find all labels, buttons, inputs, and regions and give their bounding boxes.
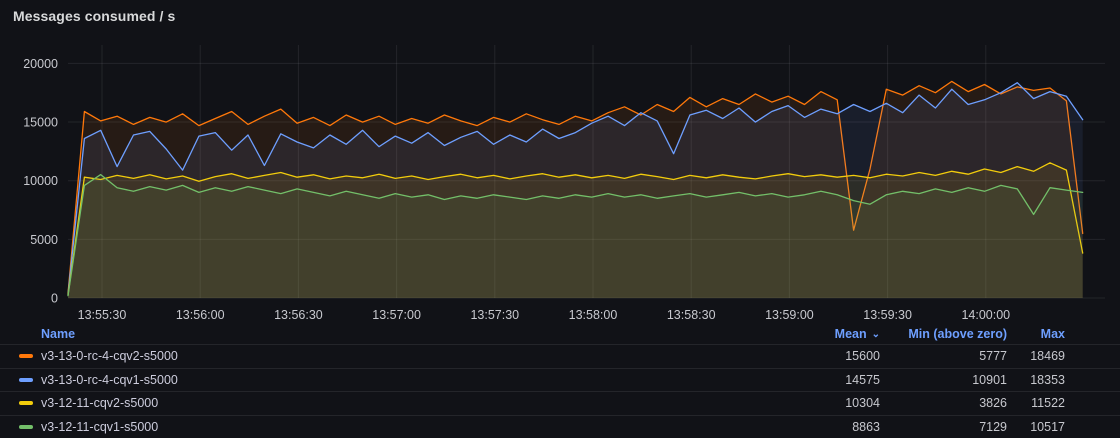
legend-header-mean[interactable]: Mean ⌄ <box>790 327 880 341</box>
x-tick-label: 13:55:30 <box>78 308 127 322</box>
x-tick-label: 13:56:30 <box>274 308 323 322</box>
legend-header-max[interactable]: Max <box>1007 327 1065 341</box>
x-tick-label: 13:58:30 <box>667 308 716 322</box>
series-name: v3-12-11-cqv2-s5000 <box>41 396 159 411</box>
x-tick-label: 13:57:30 <box>470 308 519 322</box>
legend-series-toggle[interactable]: v3-12-11-cqv2-s5000 <box>19 396 158 410</box>
legend-header-name-label: Name <box>41 327 76 341</box>
y-tick-label: 0 <box>51 292 58 306</box>
series-area <box>68 162 1083 298</box>
series-min-value: 7129 <box>979 419 1007 434</box>
series-area <box>68 82 1083 298</box>
y-tick-label: 20000 <box>23 57 58 71</box>
legend-header-max-label: Max <box>1040 327 1065 341</box>
series-line <box>67 162 1084 296</box>
x-tick-label: 13:56:00 <box>176 308 225 322</box>
series-min-value: 10901 <box>972 372 1007 387</box>
series-max-value: 18353 <box>1030 372 1065 387</box>
x-tick-label: 13:58:00 <box>569 308 618 322</box>
legend-series-toggle[interactable]: v3-12-11-cqv1-s5000 <box>19 420 158 434</box>
x-tick-label: 14:00:00 <box>961 308 1010 322</box>
y-tick-label: 10000 <box>23 174 58 188</box>
legend-table: Name Mean ⌄ Min (above zero) Max v3-13-0-… <box>0 324 1120 438</box>
legend-row: v3-12-11-cqv2-s5000 10304 3826 11522 <box>0 391 1120 415</box>
x-tick-label: 13:59:30 <box>863 308 912 322</box>
legend-row: v3-13-0-rc-4-cqv1-s5000 14575 10901 1835… <box>0 367 1120 392</box>
x-tick-label: 13:57:00 <box>372 308 421 322</box>
series-color-swatch <box>19 401 33 406</box>
series-line <box>67 173 1084 297</box>
series-area <box>68 174 1083 298</box>
series-color-swatch <box>19 354 33 359</box>
panel-title[interactable]: Messages consumed / s <box>13 8 176 24</box>
legend-row: v3-12-11-cqv1-s5000 8863 7129 10517 <box>0 414 1120 438</box>
legend-header-min[interactable]: Min (above zero) <box>880 327 1007 341</box>
legend-header-min-label: Min (above zero) <box>908 327 1007 341</box>
time-series-chart[interactable]: 0 5000 10000 15000 20000 13:55:30 13:56:00 13:5… <box>0 40 1120 324</box>
series-name: v3-13-0-rc-4-cqv1-s5000 <box>41 372 178 387</box>
legend-series-toggle[interactable]: v3-13-0-rc-4-cqv2-s5000 <box>19 349 178 363</box>
series-min-value: 3826 <box>979 396 1007 411</box>
series-mean-value: 10304 <box>845 396 880 411</box>
series-min-value: 5777 <box>979 349 1007 364</box>
legend-rows: v3-13-0-rc-4-cqv2-s5000 15600 5777 18469… <box>0 344 1120 438</box>
series-max-value: 11522 <box>1031 396 1065 411</box>
series-line <box>67 80 1084 294</box>
series-mean-value: 15600 <box>845 349 880 364</box>
series-mean-value: 14575 <box>845 372 880 387</box>
y-tick-label: 15000 <box>23 116 58 130</box>
series-area <box>68 81 1083 299</box>
legend-header: Name Mean ⌄ Min (above zero) Max <box>0 324 1120 344</box>
x-tick-label: 13:59:00 <box>765 308 814 322</box>
y-tick-label: 5000 <box>30 233 58 247</box>
series-color-swatch <box>19 377 33 382</box>
legend-series-toggle[interactable]: v3-13-0-rc-4-cqv1-s5000 <box>19 373 178 387</box>
series-mean-value: 8863 <box>852 419 880 434</box>
series-color-swatch <box>19 424 33 429</box>
series-line <box>67 82 1084 296</box>
series-max-value: 10517 <box>1030 419 1065 434</box>
legend-header-name[interactable]: Name <box>0 327 790 341</box>
series-max-value: 18469 <box>1030 349 1065 364</box>
series-name: v3-13-0-rc-4-cqv2-s5000 <box>41 349 178 364</box>
sort-desc-icon: ⌄ <box>871 329 880 340</box>
legend-row: v3-13-0-rc-4-cqv2-s5000 15600 5777 18469 <box>0 344 1120 368</box>
series-name: v3-12-11-cqv1-s5000 <box>41 419 159 434</box>
legend-header-mean-label: Mean <box>834 327 867 341</box>
